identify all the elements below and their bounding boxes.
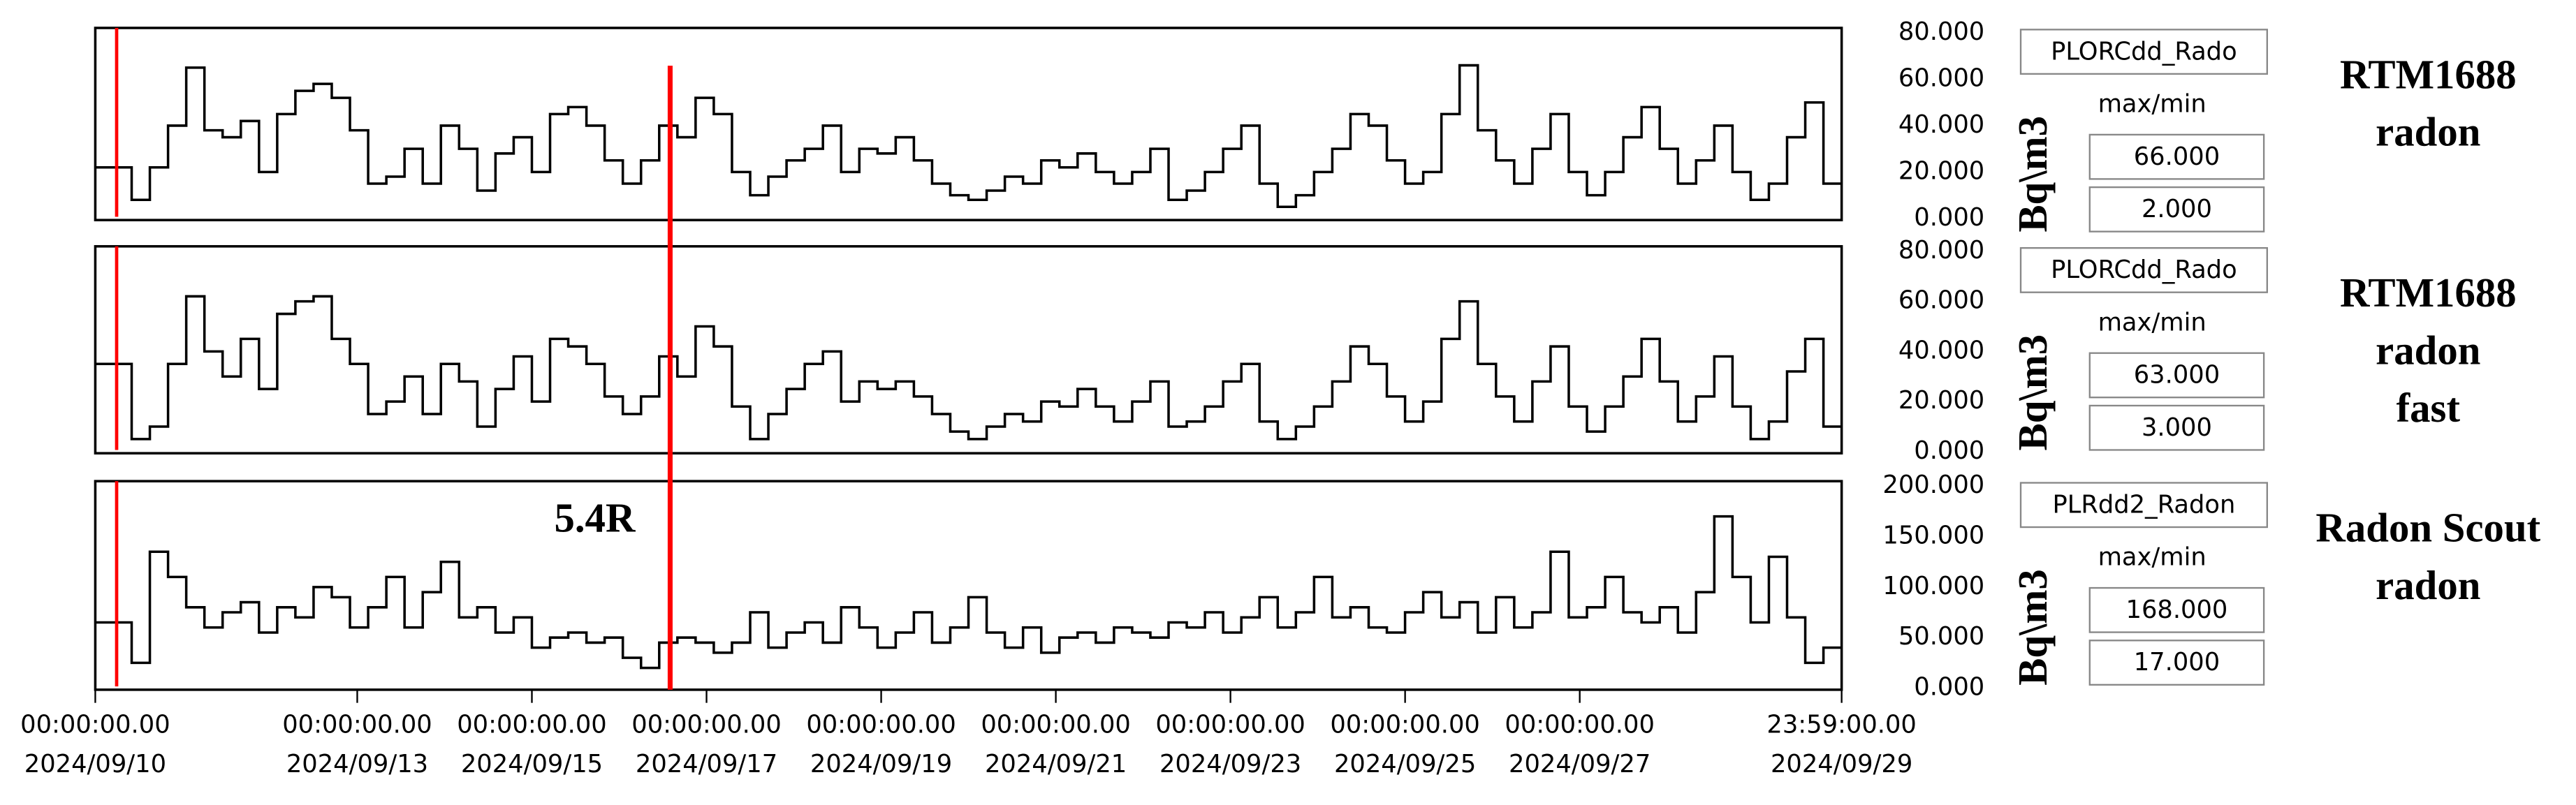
min-value: 3.000 [2142,413,2212,442]
panel-title: fast [2396,385,2461,431]
panel-title: RTM1688 [2340,52,2517,97]
x-tick-label: 00:00:00.00 [1155,711,1305,739]
stat-label: max/min [2098,90,2207,119]
stat-label: max/min [2098,308,2207,337]
x-tick-label: 2024/09/29 [1771,750,1912,778]
channel-box [2019,482,2268,529]
y-tick-label: 80.000 [1898,236,1984,265]
y-tick-label: 80.000 [1898,17,1984,46]
channel-name[interactable]: PLRdd2_Radon [2052,490,2235,519]
y-tick-label: 20.000 [1898,156,1984,185]
channel-name[interactable]: PLORCdd_Rado [2051,256,2237,284]
step-line [95,515,1842,670]
x-tick-label: 00:00:00.00 [631,711,781,739]
annotation: 5.4R [554,495,635,540]
x-tick-label: 00:00:00.00 [981,711,1130,739]
y-tick-label: 40.000 [1898,336,1984,364]
max-value: 63.000 [2134,361,2220,390]
y-tick-label: 100.000 [1882,572,1984,600]
min-box [2088,404,2265,451]
y-tick-label: 0.000 [1914,436,1984,465]
x-tick-label: 2024/09/25 [1334,750,1476,778]
y-tick-label: 40.000 [1898,110,1984,139]
min-box [2088,186,2265,232]
min-value: 2.000 [2142,195,2212,223]
y-tick-label: 20.000 [1898,386,1984,415]
x-tick-label: 00:00:00.00 [457,711,606,739]
panel-title: radon [2376,563,2480,608]
panel-title: radon [2376,110,2480,155]
x-tick-label: 00:00:00.00 [282,711,432,739]
min-box [2088,640,2265,686]
x-tick-label: 2024/09/13 [286,750,428,778]
channel-name[interactable]: PLORCdd_Rado [2051,37,2237,66]
panel-title: radon [2376,328,2480,374]
max-box [2088,352,2265,399]
y-tick-label: 200.000 [1882,471,1984,499]
x-tick-label: 00:00:00.00 [1330,711,1479,739]
x-tick-label: 00:00:00.00 [1505,711,1654,739]
y-tick-label: 150.000 [1882,522,1984,550]
x-tick-label: 2024/09/23 [1159,750,1301,778]
plot-frame [94,245,1843,455]
plot-frame [94,480,1843,691]
unit-label: Bq\m3 [2010,334,2056,451]
x-tick-label: 2024/09/21 [985,750,1127,778]
min-value: 17.000 [2134,648,2220,677]
y-tick-label: 60.000 [1898,64,1984,93]
channel-box [2019,29,2268,75]
step-line [95,295,1842,441]
max-value: 66.000 [2134,142,2220,171]
y-tick-label: 50.000 [1898,622,1984,651]
x-tick-label: 2024/09/27 [1509,750,1651,778]
y-tick-label: 0.000 [1914,673,1984,702]
unit-label: Bq\m3 [2010,569,2056,686]
x-tick-label: 00:00:00.00 [20,711,170,739]
panel-title: RTM1688 [2340,270,2517,316]
step-line [95,64,1842,208]
y-tick-label: 0.000 [1914,203,1984,232]
max-box [2088,586,2265,633]
x-tick-label: 2024/09/10 [24,750,166,778]
max-box [2088,133,2265,180]
x-tick-label: 23:59:00.00 [1766,711,1916,739]
x-tick-label: 2024/09/19 [810,750,952,778]
max-value: 168.000 [2126,596,2228,624]
unit-label: Bq\m3 [2010,116,2056,232]
x-tick-label: 2024/09/15 [461,750,603,778]
channel-box [2019,246,2268,293]
panel-title: Radon Scout [2315,505,2540,551]
x-tick-label: 00:00:00.00 [806,711,956,739]
plot-frame [94,27,1843,221]
y-tick-label: 60.000 [1898,286,1984,315]
x-tick-label: 2024/09/17 [636,750,777,778]
stat-label: max/min [2098,543,2207,572]
